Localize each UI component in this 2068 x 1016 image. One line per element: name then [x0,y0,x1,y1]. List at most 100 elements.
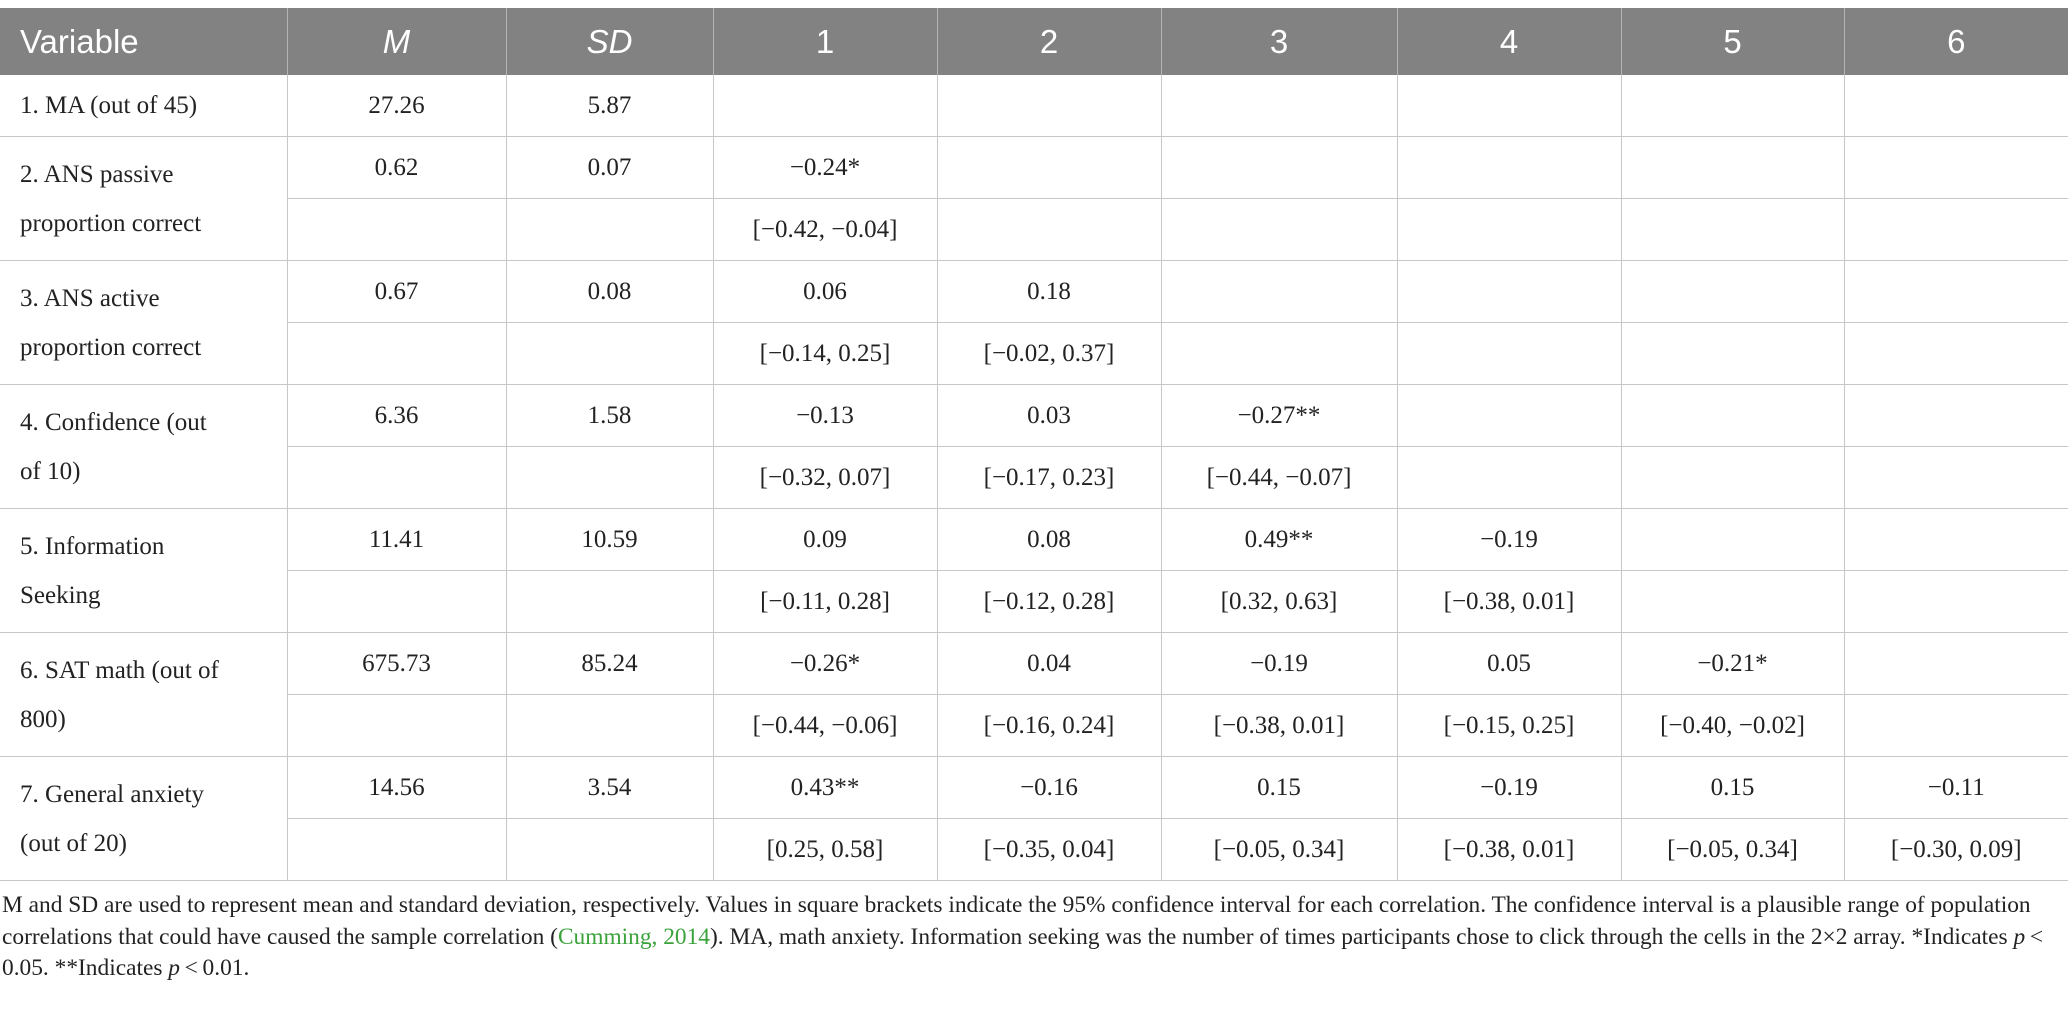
correlation-cell: −0.11 [1844,756,2068,819]
ci-cell [1621,446,1845,509]
sd-cell: 0.07 [506,136,714,199]
correlation-cell: 0.09 [713,508,938,571]
correlation-cell: 0.43** [713,756,938,819]
ci-cell: [−0.35, 0.04] [937,818,1162,881]
correlation-cell: −0.24* [713,136,938,199]
sd-cell-empty [506,198,714,261]
ci-cell: [−0.30, 0.09] [1844,818,2068,881]
ci-row: [−0.14, 0.25] [−0.02, 0.37] [0,322,2068,385]
ci-cell: [−0.38, 0.01] [1161,694,1398,757]
citation-link[interactable]: Cumming, 2014 [557,923,711,950]
mean-cell-empty [287,818,507,881]
ci-cell: [−0.38, 0.01] [1397,570,1622,633]
correlation-cell [1621,508,1845,571]
ci-cell [937,198,1162,261]
sd-cell: 85.24 [506,632,714,695]
ci-cell: [−0.11, 0.28] [713,570,938,633]
ci-cell: [−0.14, 0.25] [713,322,938,385]
correlation-cell: 0.08 [937,508,1162,571]
header-col-5: 5 [1621,8,1845,75]
correlation-cell [1397,260,1622,323]
ci-cell: [−0.38, 0.01] [1397,818,1622,881]
variable-label-line: (out of 20) [20,829,127,857]
variable-label-line: 800) [20,705,66,733]
correlation-cell: −0.19 [1397,756,1622,819]
ci-cell: [−0.42, −0.04] [713,198,938,261]
correlation-cell [1621,75,1845,137]
correlation-cell [1844,384,2068,447]
variable-label-line: proportion correct [20,209,202,237]
header-col-2: 2 [937,8,1162,75]
variable-label: 7. General anxiety (out of 20) [0,756,288,881]
correlation-cell [1844,632,2068,695]
ci-cell: [−0.44, −0.07] [1161,446,1398,509]
ci-cell: [−0.02, 0.37] [937,322,1162,385]
correlation-cell [1844,260,2068,323]
ci-row: [−0.32, 0.07] [−0.17, 0.23] [−0.44, −0.07] [0,446,2068,509]
variable-label-line: 6. SAT math (out of [20,656,219,684]
ci-cell [1844,570,2068,633]
ci-cell: [−0.44, −0.06] [713,694,938,757]
note-p-symbol-1: p [2013,923,2026,950]
table-row: 2. ANS passive proportion correct 0.62 0.07… [0,136,2068,261]
ci-row: [−0.11, 0.28] [−0.12, 0.28] [0.32, 0.63] [−… [0,570,2068,633]
mean-cell: 14.56 [287,756,507,819]
ci-cell [1161,198,1398,261]
correlation-cell [1397,75,1622,137]
header-sd: SD [506,8,714,75]
ci-cell: [−0.40, −0.02] [1621,694,1845,757]
correlation-cell: 0.04 [937,632,1162,695]
correlation-cell [1844,508,2068,571]
sd-cell: 0.08 [506,260,714,323]
table-footnote: M and SD are used to represent mean and … [2,890,2066,985]
table-row: 6. SAT math (out of 800) 675.73 85.24 −0.26*… [0,632,2068,757]
sd-cell: 3.54 [506,756,714,819]
variable-label-line: of 10) [20,457,81,485]
variable-label: 2. ANS passive proportion correct [0,136,288,261]
ci-cell [1621,198,1845,261]
table-header-row: Variable M SD 1 2 3 4 5 6 [0,8,2068,75]
table-row: 1. MA (out of 45) 27.26 5.87 [0,75,2068,137]
ci-row: [0.25, 0.58] [−0.35, 0.04] [−0.05, 0.34] [−… [0,818,2068,881]
correlation-cell: 0.15 [1621,756,1845,819]
correlation-cell [1161,260,1398,323]
ci-row: [−0.44, −0.06] [−0.16, 0.24] [−0.38, 0.01]… [0,694,2068,757]
table-row: 4. Confidence (out of 10) 6.36 1.58 −0.13 0.0… [0,384,2068,509]
mean-cell-empty [287,694,507,757]
correlation-cell: −0.13 [713,384,938,447]
variable-label-line: 2. ANS passive [20,160,174,188]
ci-cell [1621,570,1845,633]
correlation-cell [1397,136,1622,199]
ci-cell [1844,446,2068,509]
variable-label-line: Seeking [20,581,101,609]
mean-cell: 27.26 [287,75,507,137]
header-col-3: 3 [1161,8,1398,75]
correlation-cell [1161,75,1398,137]
correlation-cell: −0.19 [1397,508,1622,571]
mean-cell-empty [287,198,507,261]
ci-cell: [−0.17, 0.23] [937,446,1162,509]
correlation-cell [1621,260,1845,323]
correlation-cell [1844,136,2068,199]
mean-cell: 0.62 [287,136,507,199]
ci-cell: [−0.05, 0.34] [1621,818,1845,881]
correlation-cell [1621,384,1845,447]
correlation-cell: 0.06 [713,260,938,323]
correlation-cell: −0.26* [713,632,938,695]
variable-label-line: 5. Information [20,532,165,560]
header-col-1: 1 [713,8,938,75]
sd-cell: 10.59 [506,508,714,571]
note-p-symbol-2: p [168,955,180,981]
table-row: 3. ANS active proportion correct 0.67 0.08 0… [0,260,2068,385]
note-text-4: < 0.01. [180,955,250,981]
correlation-cell [1621,136,1845,199]
mean-cell-empty [287,570,507,633]
variable-label: 5. Information Seeking [0,508,288,633]
variable-label-line: 1. MA (out of 45) [20,92,198,119]
correlation-cell: 0.18 [937,260,1162,323]
ci-cell: [−0.32, 0.07] [713,446,938,509]
sd-cell: 5.87 [506,75,714,137]
correlation-cell: 0.03 [937,384,1162,447]
ci-cell [1844,322,2068,385]
header-variable: Variable [0,8,288,75]
